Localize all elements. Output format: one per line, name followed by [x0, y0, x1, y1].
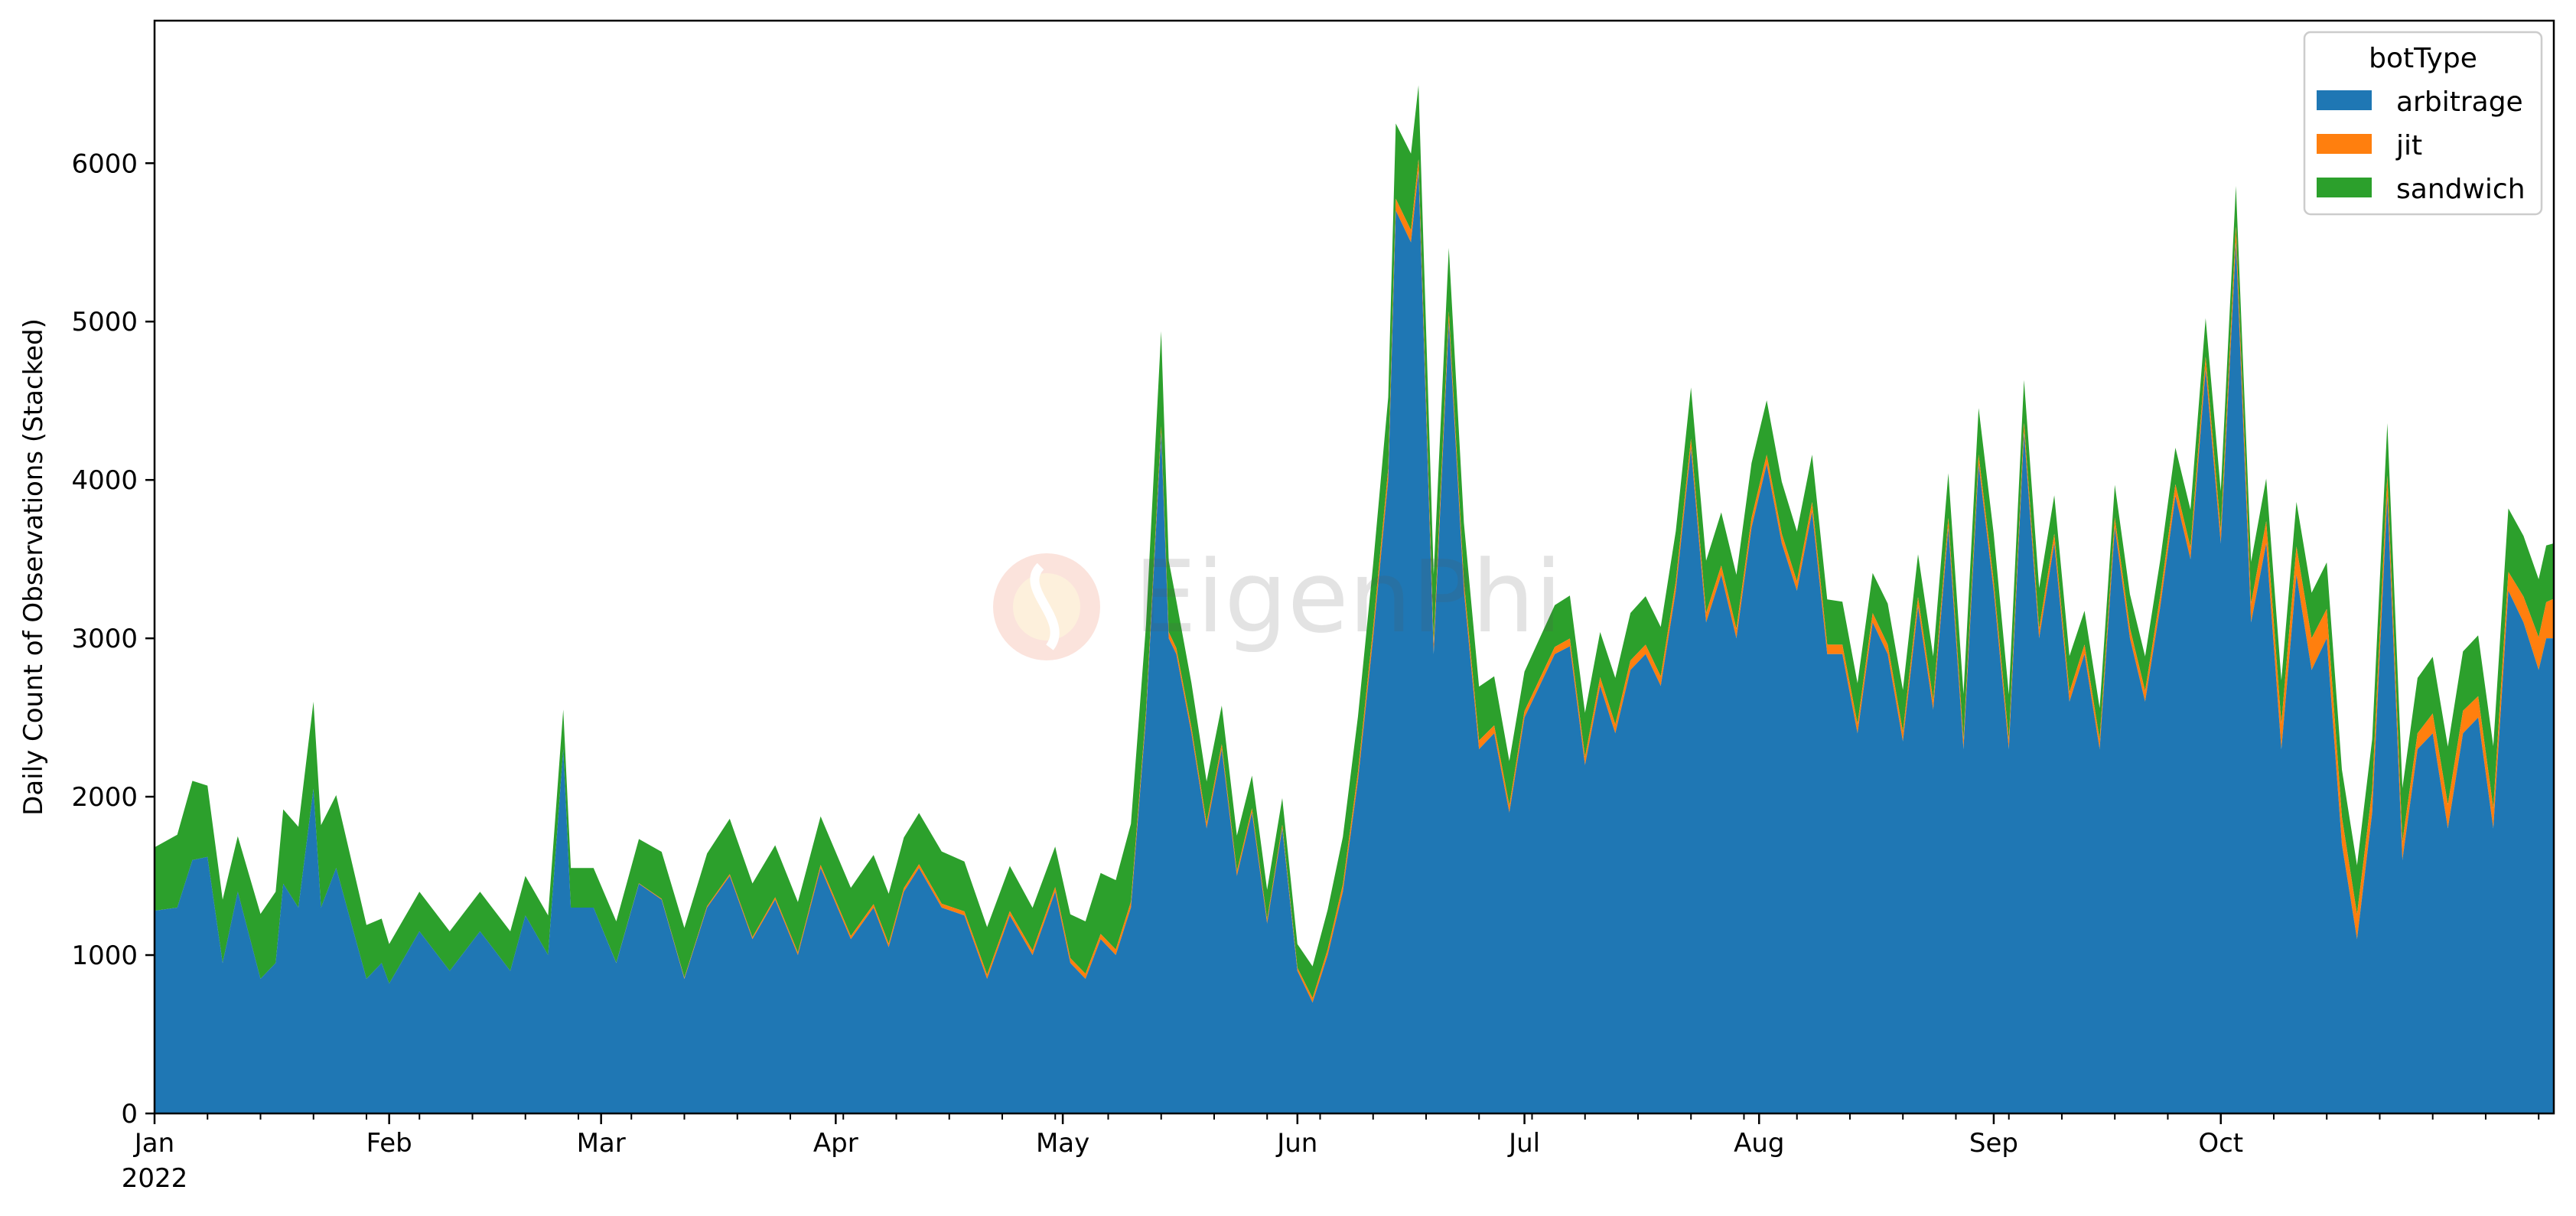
y-tick-label: 0 [121, 1099, 138, 1130]
x-tick-label: Aug [1734, 1128, 1784, 1159]
y-tick-label: 6000 [71, 148, 138, 179]
x-tick-label: Oct [2198, 1128, 2243, 1159]
watermark: EigenPhi [993, 539, 1562, 660]
plot-frame [153, 19, 2555, 1115]
x-tick-label: Jul [1507, 1128, 1540, 1159]
y-tick-label: 2000 [71, 782, 138, 813]
x-tick-label: Feb [366, 1128, 412, 1159]
series-layer [155, 85, 2554, 1114]
x-tick-label: Apr [813, 1128, 858, 1159]
area-arbitrage [155, 171, 2554, 1114]
y-tick-label: 1000 [71, 941, 138, 971]
legend-label-jit: jit [2395, 130, 2422, 161]
x-tick-label: Jan [133, 1128, 174, 1159]
legend-frame [2303, 31, 2543, 216]
axes-layer: 0 1000 2000 3000 4000 5000 6000 Jan 2022 Feb Mar Ap… [71, 148, 2540, 1194]
x-tick-label: May [1036, 1128, 1089, 1159]
legend-label-sandwich: sandwich [2396, 174, 2526, 205]
x-tick-label: Sep [1969, 1128, 2018, 1159]
legend-label-arbitrage: arbitrage [2396, 86, 2523, 118]
watermark-logo-icon [993, 553, 1100, 660]
legend-swatch-jit [2317, 134, 2372, 154]
legend-swatch-sandwich [2317, 178, 2372, 197]
y-tick-label: 5000 [71, 307, 138, 337]
legend: botType arbitrage jit sandwich [2303, 31, 2543, 216]
legend-swatch-arbitrage [2317, 90, 2372, 110]
watermark-text: EigenPhi [1134, 539, 1562, 655]
x-tick-label: Jun [1275, 1128, 1317, 1159]
y-tick-label: 3000 [71, 624, 138, 654]
y-tick-label: 4000 [71, 465, 138, 496]
x-tick-sublabel: 2022 [122, 1163, 188, 1194]
legend-title: botType [2369, 43, 2477, 74]
y-axis-title: Daily Count of Observations (Stacked) [18, 318, 49, 816]
x-tick-label: Mar [577, 1128, 626, 1159]
